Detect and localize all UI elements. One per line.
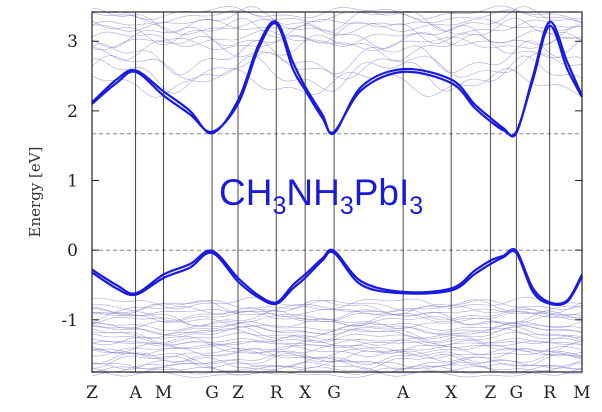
faint-band-line [91,52,583,80]
compound-annotation: CH3NH3PbI3 [219,172,423,220]
faint-band-line [91,326,583,343]
y-tick-label: 1 [67,172,78,192]
faint-band-line [91,334,583,346]
faint-band-line [91,36,583,51]
faint-band-line [91,321,583,332]
x-tick-label: A [396,383,410,403]
reference-lines [92,133,582,251]
faint-band-line [91,347,583,360]
y-tick-label: 3 [67,32,78,52]
faint-band-line [91,5,583,20]
compound-subscript: 3 [340,192,354,220]
faint-band-line [92,6,583,33]
faint-band-line [91,356,583,370]
faint-band-line [91,9,583,24]
faint-band-line [91,299,583,316]
band-line-valence-band-2 [91,249,583,307]
x-tick-label: Z [232,383,244,403]
faint-band-line [91,308,583,317]
faint-band-line [91,325,583,336]
faint-band-line [91,344,583,355]
x-tick-label: M [573,383,590,403]
faint-band-line [91,332,583,344]
faint-band-line [91,24,583,49]
plot-frame [91,11,583,373]
faint-band-line [91,338,583,347]
faint-band-line [91,359,583,370]
x-tick-label: X [445,383,458,403]
main-bands [91,20,584,307]
band-line-conduction-band-2 [91,22,583,137]
compound-subscript: 3 [272,192,286,220]
x-tick-label: G [205,383,219,403]
faint-band-line [91,305,583,315]
faint-band-line [91,370,583,378]
band-line-valence-band-maximum [91,247,583,305]
x-tick-label: Z [86,383,98,403]
faint-band-line [91,29,583,48]
y-axis: 3 2 1 0 -1 [61,32,582,331]
faint-band-line [91,328,582,339]
compound-text: CH [219,172,272,213]
faint-bands [91,5,583,378]
x-tick-label: R [270,383,284,403]
faint-band-line [91,296,583,310]
y-tick-label: 0 [67,241,78,261]
x-tick-label: A [128,383,142,403]
compound-text: NH [286,172,339,213]
x-tick-label: G [510,383,524,403]
x-tick-label: G [327,383,341,403]
compound-subscript: 3 [409,192,423,220]
x-tick-label: Z [484,383,496,403]
faint-band-line [91,311,583,323]
faint-band-line [91,55,583,94]
faint-band-line [92,350,583,366]
x-tick-label: M [155,383,172,403]
y-tick-label: 2 [67,102,78,122]
x-tick-label: R [543,383,557,403]
compound-text: PbI [354,172,410,213]
faint-band-line [91,39,583,76]
y-axis-label: Energy [eV] [26,147,44,238]
faint-band-line [91,317,583,329]
y-tick-label: -1 [61,311,78,331]
faint-band-line [91,68,583,98]
faint-band-line [91,307,583,322]
faint-band-line [91,18,583,32]
faint-band-line [91,299,583,311]
faint-band-line [91,19,583,36]
x-tick-label: X [299,383,312,403]
faint-band-line [91,361,583,373]
faint-band-line [91,345,583,357]
faint-band-line [91,310,583,327]
